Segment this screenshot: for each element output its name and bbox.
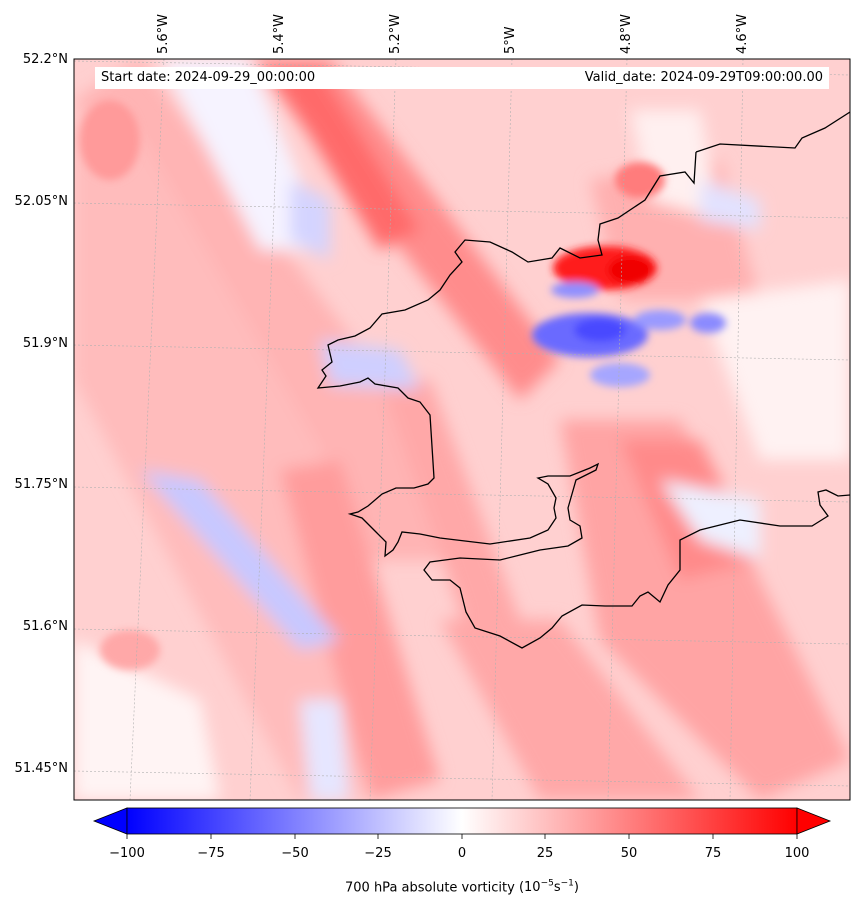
lat-tick-label: 51.75°N bbox=[14, 477, 68, 492]
valid-date-label: Valid_date: 2024-09-29T09:00:00.00 bbox=[584, 70, 823, 85]
colorbar bbox=[92, 807, 832, 839]
lon-tick-label: 4.6°W bbox=[735, 13, 750, 54]
graticule bbox=[74, 59, 850, 800]
colorbar-tick-label: −25 bbox=[364, 846, 392, 861]
lat-tick-label: 51.9°N bbox=[22, 336, 68, 351]
lat-tick-label: 51.45°N bbox=[14, 761, 68, 776]
colorbar-tick-label: −75 bbox=[197, 846, 225, 861]
colorbar-tick-label: −50 bbox=[281, 846, 309, 861]
coastline bbox=[316, 111, 850, 649]
vorticity-field bbox=[74, 59, 850, 800]
colorbar-variable-label: 700 hPa absolute vorticity bbox=[345, 880, 515, 896]
colorbar-units-label: (10−5s−1) bbox=[518, 879, 579, 896]
colorbar-tick-label: 0 bbox=[457, 846, 467, 861]
colorbar-tick-label: 50 bbox=[620, 846, 638, 861]
lon-tick-label: 5.4°W bbox=[272, 13, 287, 54]
colorbar-tick-label: 75 bbox=[704, 846, 722, 861]
lat-tick-label: 51.6°N bbox=[22, 619, 68, 634]
colorbar-tick-label: −100 bbox=[109, 846, 145, 861]
colorbar-tick-label: 100 bbox=[784, 846, 810, 861]
lon-tick-label: 5.2°W bbox=[388, 13, 403, 54]
colorbar-title: 700 hPa absolute vorticity (10−5s−1) bbox=[0, 879, 859, 895]
lon-tick-label: 5°W bbox=[503, 26, 518, 54]
colorbar-tick-label: 25 bbox=[536, 846, 554, 861]
lat-tick-label: 52.05°N bbox=[14, 194, 68, 209]
lon-tick-label: 5.6°W bbox=[156, 13, 171, 54]
lat-tick-label: 52.2°N bbox=[22, 52, 68, 67]
lon-tick-label: 4.8°W bbox=[619, 13, 634, 54]
start-date-label: Start date: 2024-09-29_00:00:00 bbox=[101, 70, 316, 85]
date-info-box bbox=[95, 67, 829, 89]
